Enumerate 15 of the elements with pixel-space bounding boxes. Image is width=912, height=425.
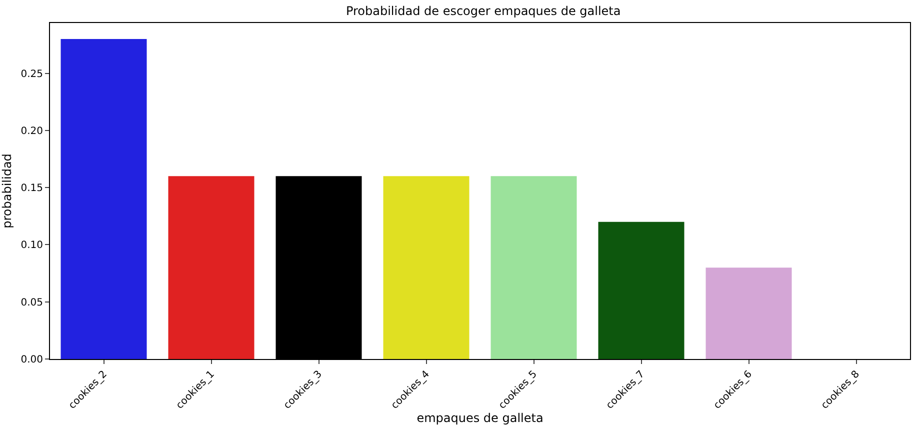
y-tick-label: 0.10 — [20, 240, 43, 252]
x-axis-title: empaques de galleta — [416, 411, 544, 425]
bar — [60, 39, 147, 359]
y-tick-label: 0.05 — [20, 297, 43, 308]
y-tick-label: 0.15 — [20, 183, 43, 194]
y-tick-label: 0.25 — [20, 68, 43, 80]
bar — [168, 176, 254, 359]
chart-title: Probabilidad de escoger empaques de galleta — [346, 4, 621, 18]
y-tick-label: 0.00 — [20, 354, 43, 366]
y-tick-label: 0.20 — [20, 126, 43, 137]
bar — [706, 268, 792, 359]
bar — [383, 176, 470, 359]
y-axis-title: probabilidad — [0, 154, 14, 228]
bar — [598, 222, 684, 359]
bar — [490, 176, 577, 359]
